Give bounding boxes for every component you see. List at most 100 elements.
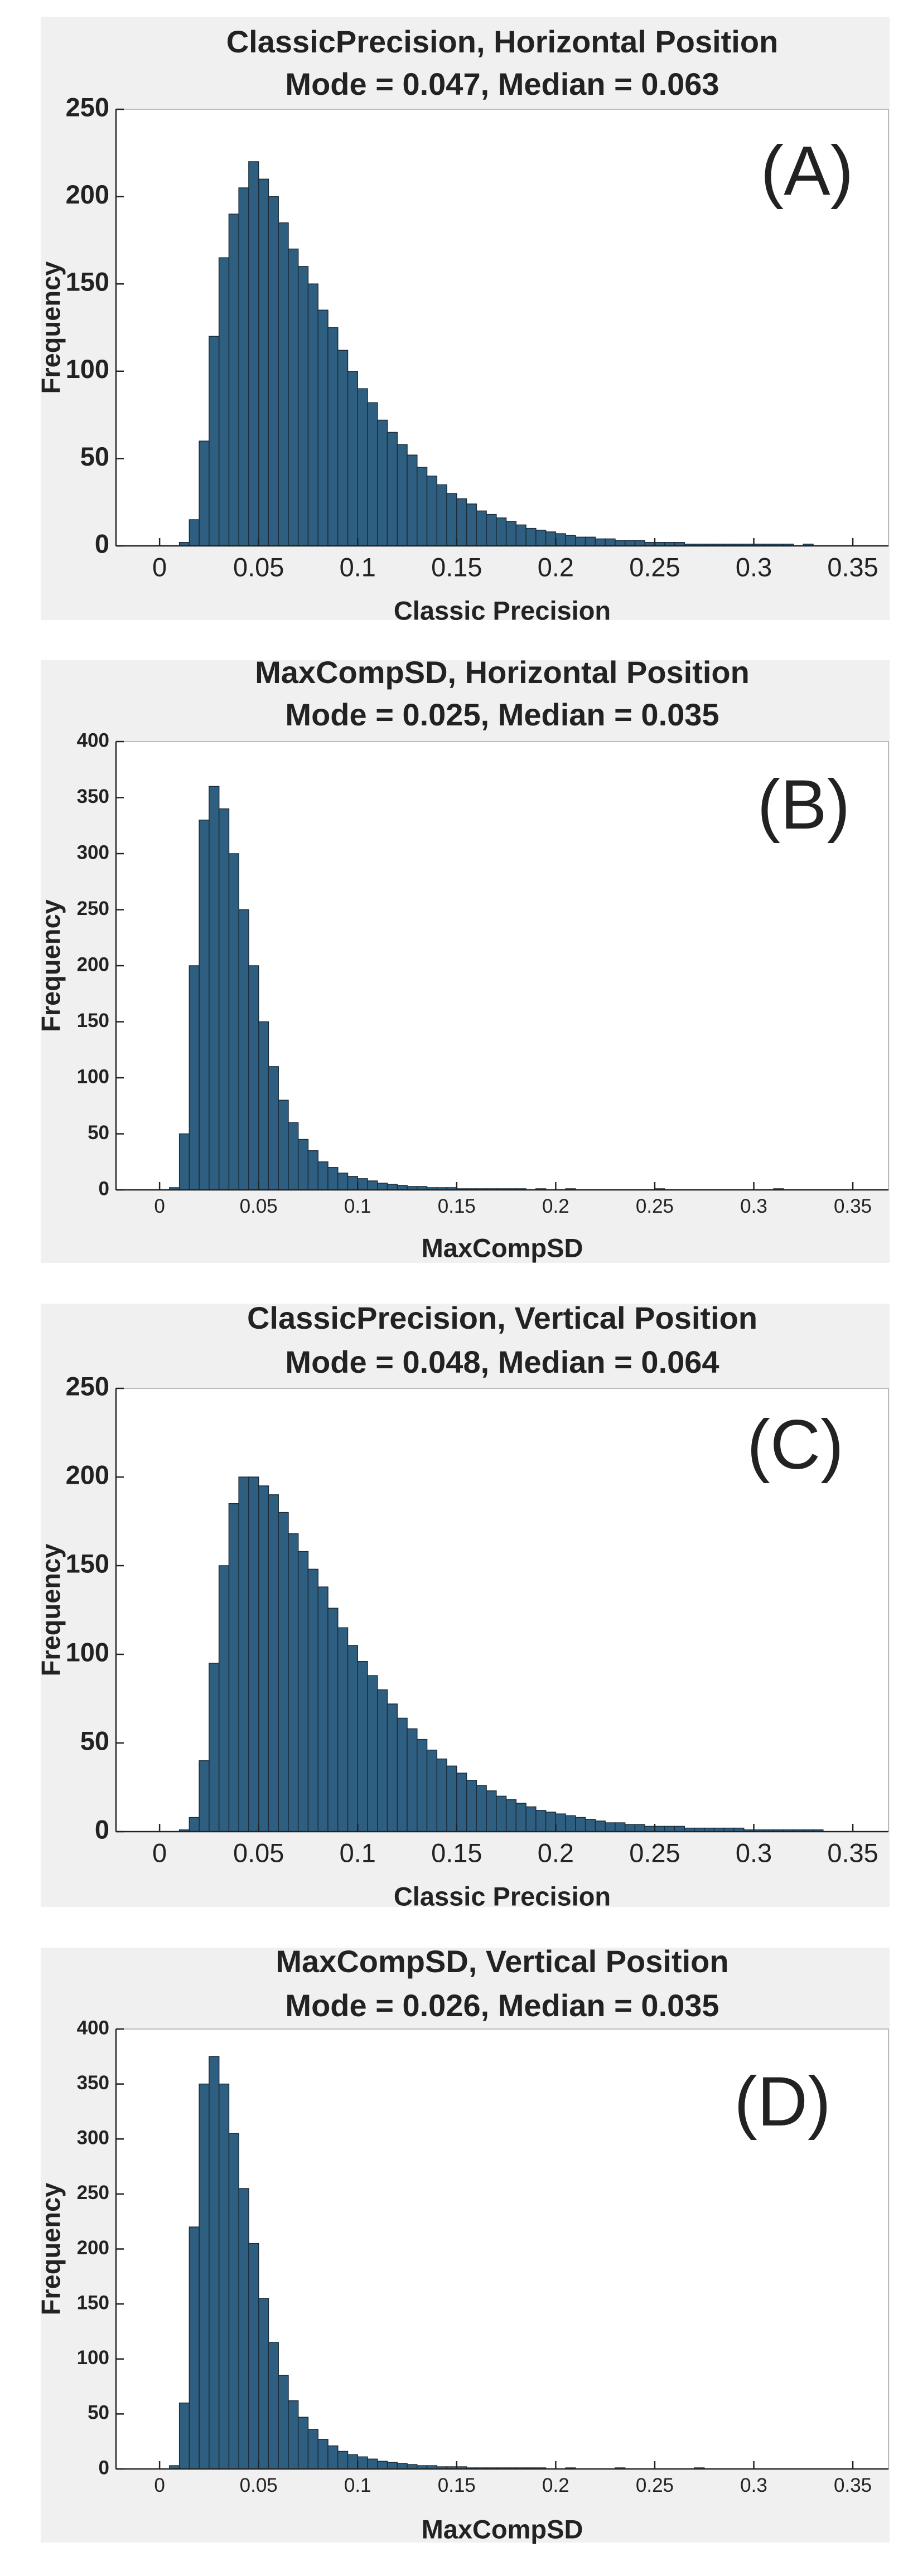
histogram-bar (584, 536, 596, 546)
histogram-bar (347, 1645, 359, 1832)
y-tick-label: 0 (95, 1814, 109, 1844)
histogram-bar (337, 1173, 349, 1190)
x-tick-label: 0.1 (340, 553, 376, 582)
x-tick-label: 0.35 (834, 1195, 872, 1217)
chart-title: MaxCompSD, Vertical Position (276, 1944, 728, 1979)
histogram-bar (288, 2400, 299, 2470)
histogram-bar (238, 1476, 249, 1832)
histogram-bar (595, 1820, 606, 1832)
histogram-bar (377, 1689, 388, 1832)
histogram-bar (634, 1824, 645, 1832)
x-tick-label: 0 (152, 1838, 167, 1868)
histogram-bar (664, 1826, 675, 1832)
chart-title: MaxCompSD, Horizontal Position (255, 655, 750, 690)
x-tick-label: 0.2 (542, 1195, 569, 1217)
y-tick-label: 50 (80, 1726, 109, 1755)
histogram-bar (248, 2243, 259, 2470)
y-tick-label: 150 (66, 1548, 109, 1578)
y-tick-label: 250 (77, 898, 109, 919)
histogram-bar (605, 538, 616, 546)
histogram-bar (446, 1765, 457, 1832)
histogram-bar (189, 1817, 200, 1832)
x-tick-label: 0.25 (629, 1838, 680, 1868)
y-tick-label: 100 (77, 1066, 109, 1087)
x-tick-label: 0.05 (233, 553, 284, 582)
y-axis-label: Frequency (36, 1544, 65, 1677)
histogram-bar (426, 1749, 438, 1832)
x-tick-label: 0.05 (233, 1838, 284, 1868)
histogram-bar (456, 498, 467, 546)
y-tick-label: 200 (77, 2237, 109, 2259)
y-tick-label: 400 (77, 2017, 109, 2038)
histogram-bar (367, 2458, 378, 2470)
histogram-bar (417, 467, 428, 546)
y-tick-label: 150 (66, 267, 109, 297)
histogram-bar (337, 1627, 349, 1832)
y-tick-label: 400 (77, 729, 109, 751)
histogram-bar (337, 350, 349, 546)
histogram-bar (297, 1139, 309, 1190)
histogram-bar (367, 402, 378, 546)
histogram-bar (387, 1703, 398, 1832)
histogram-bar (387, 432, 398, 546)
y-tick-label: 200 (66, 1460, 109, 1489)
y-tick-label: 300 (77, 2127, 109, 2149)
histogram-bar (367, 1675, 378, 1832)
histogram-bar (327, 2445, 339, 2470)
histogram-bar (238, 187, 249, 546)
histogram-bar (199, 1760, 210, 1832)
x-tick-label: 0.35 (827, 553, 878, 582)
histogram-bar (615, 1822, 626, 1832)
histogram-bar (228, 1503, 239, 1832)
x-tick-label: 0.15 (431, 553, 482, 582)
histogram-bar (248, 965, 259, 1190)
x-tick-label: 0.3 (736, 1838, 772, 1868)
histogram-bar (218, 257, 230, 546)
panel-annotation: (A) (761, 132, 854, 210)
panel-annotation: (C) (747, 1406, 844, 1484)
histogram-bar (209, 786, 220, 1190)
chart-title: ClassicPrecision, Vertical Position (247, 1300, 757, 1335)
histogram-bar (505, 521, 517, 546)
x-tick-label: 0.3 (736, 553, 772, 582)
histogram-bar (615, 540, 626, 546)
histogram-bar (357, 2456, 368, 2470)
y-tick-label: 0 (99, 2457, 109, 2478)
histogram-bar (575, 536, 586, 546)
histogram-bar (466, 503, 477, 546)
histogram-bar (377, 1183, 388, 1190)
y-tick-label: 350 (77, 786, 109, 807)
histogram-bar (238, 909, 249, 1190)
histogram-bar (258, 2298, 269, 2470)
histogram-bar (357, 1178, 368, 1190)
histogram-bar (584, 1818, 596, 1832)
histogram-bar (397, 444, 408, 546)
histogram-bar (565, 1815, 576, 1832)
histogram-bar (565, 535, 576, 546)
x-tick-label: 0.2 (538, 553, 574, 582)
x-axis-label: Classic Precision (394, 595, 611, 625)
histogram-bar (288, 1122, 299, 1190)
histogram-bar (535, 530, 547, 546)
x-axis-label: Classic Precision (394, 1881, 611, 1911)
histogram-bar (307, 1568, 318, 1832)
y-tick-label: 50 (80, 442, 109, 471)
x-tick-label: 0.15 (438, 2475, 476, 2496)
x-tick-label: 0 (152, 553, 167, 582)
histogram-bar (654, 1826, 665, 1832)
histogram-bar (624, 1824, 636, 1832)
x-tick-label: 0 (154, 1195, 165, 1217)
x-axis-label: MaxCompSD (422, 2514, 583, 2544)
x-tick-label: 0.1 (340, 1838, 376, 1868)
x-tick-label: 0.05 (240, 1195, 278, 1217)
histogram-bar (327, 327, 339, 546)
histogram-bar (476, 1785, 487, 1832)
y-tick-label: 0 (99, 1178, 109, 1199)
x-tick-label: 0.15 (438, 1195, 476, 1217)
histogram-bar (387, 2462, 398, 2470)
histogram-bar (377, 419, 388, 546)
histogram-bar (535, 1810, 547, 1832)
histogram-bar (417, 1739, 428, 1832)
histogram-bar (397, 1717, 408, 1832)
panel-annotation: (B) (757, 766, 851, 844)
